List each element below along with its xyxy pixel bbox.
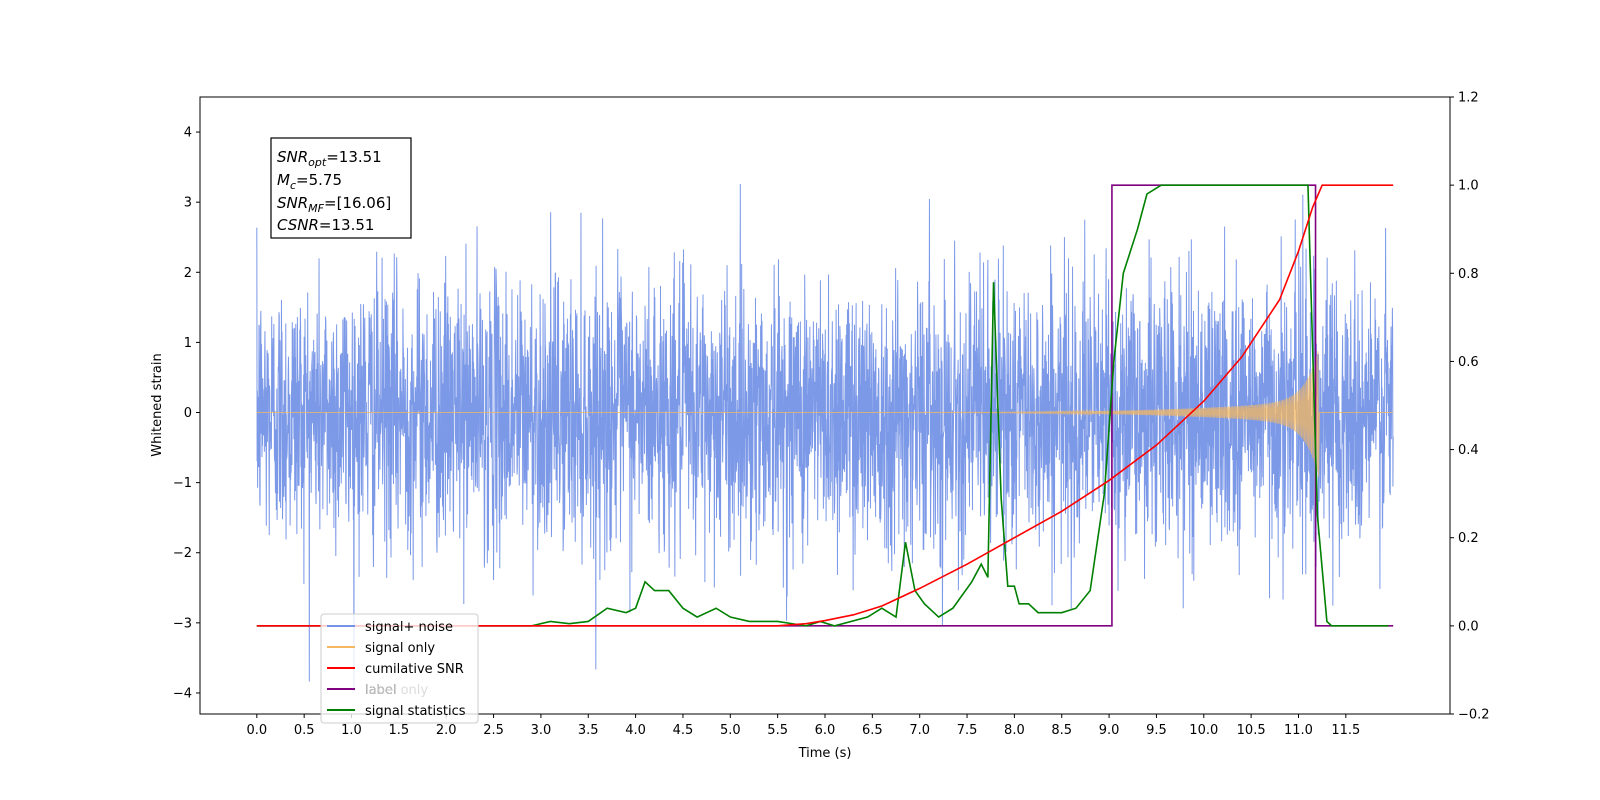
y2-axis-ticks: −0.2 0.0 0.2 0.4 0.6 0.8 1.0 1.2 [1450, 91, 1490, 723]
x-tick-label: 4.5 [673, 723, 694, 738]
x-tick-label: 5.0 [720, 723, 741, 738]
y2-tick-label: 0.6 [1458, 355, 1479, 370]
series-signal-only-line [256, 351, 1394, 477]
legend-label-signal-noise: signal+ noise [365, 620, 453, 635]
annotation-snr-mf: SNRMF=[16.06] [277, 194, 391, 215]
x-axis-label: Time (s) [798, 746, 852, 761]
y-tick-label: −4 [173, 686, 192, 701]
legend-label-signal-statistics: signal statistics [365, 704, 466, 719]
legend-box [320, 613, 479, 724]
x-tick-label: 2.0 [436, 723, 457, 738]
x-tick-label: 4.0 [625, 723, 646, 738]
legend-label-label-only: label only [365, 683, 428, 698]
x-tick-label: 9.5 [1146, 723, 1167, 738]
x-tick-label: 10.5 [1237, 723, 1266, 738]
y2-tick-label: 0.2 [1458, 531, 1479, 546]
annotation-csnr: CSNR=13.51 [277, 216, 374, 234]
x-tick-label: 1.5 [389, 723, 410, 738]
x-tick-label: 2.5 [483, 723, 504, 738]
snr-annotation: SNRopt=13.51 Mc=5.75 SNRMF=[16.06] CSNR=… [270, 137, 412, 239]
y-tick-label: 2 [184, 266, 192, 281]
y-tick-label: 0 [184, 406, 192, 421]
y2-tick-label: −0.2 [1458, 708, 1490, 723]
legend-label-signal-only: signal only [365, 641, 435, 656]
legend-label-cumulative-snr: cumilative SNR [365, 662, 464, 677]
x-tick-label: 8.0 [1004, 723, 1025, 738]
y2-tick-label: 1.0 [1458, 179, 1479, 194]
x-tick-label: 8.5 [1051, 723, 1072, 738]
y2-tick-label: 0.4 [1458, 443, 1479, 458]
x-tick-label: 11.5 [1331, 723, 1360, 738]
y-tick-label: 4 [184, 126, 192, 141]
y2-tick-label: 0.8 [1458, 267, 1479, 282]
x-tick-label: 0.0 [246, 723, 267, 738]
x-tick-label: 6.5 [862, 723, 883, 738]
y-axis-label: Whitened strain [150, 353, 165, 456]
x-tick-label: 11.0 [1284, 723, 1313, 738]
y-tick-label: 3 [184, 196, 192, 211]
annotation-box [270, 137, 412, 239]
y-tick-label: −3 [173, 616, 192, 631]
series-signal-statistics-line [256, 184, 1389, 627]
x-tick-label: 5.5 [767, 723, 788, 738]
y-axis-ticks: −4 −3 −2 −1 0 1 2 3 4 [173, 126, 200, 701]
y2-tick-label: 0.0 [1458, 619, 1479, 634]
x-tick-label: 3.5 [578, 723, 599, 738]
y-tick-label: 1 [184, 336, 192, 351]
y-tick-label: −1 [173, 476, 192, 491]
series-cumulative-snr-line [256, 184, 1394, 627]
legend-label-label: label [365, 683, 396, 698]
x-tick-label: 3.0 [531, 723, 552, 738]
legend: signal+ noise signal only cumilative SNR… [320, 613, 479, 724]
annotation-chirp-mass: Mc=5.75 [277, 171, 342, 192]
x-tick-label: 6.0 [815, 723, 836, 738]
x-tick-label: 7.5 [957, 723, 978, 738]
y-tick-label: −2 [173, 546, 192, 561]
x-tick-label: 0.5 [294, 723, 315, 738]
x-axis-ticks: 0.0 0.5 1.0 1.5 2.0 2.5 3.0 3.5 4.0 4.5 5.0 5.5 6.0 6… [246, 714, 1360, 738]
x-tick-label: 7.0 [909, 723, 930, 738]
annotation-snr-opt: SNRopt=13.51 [277, 148, 382, 169]
x-tick-label: 10.0 [1189, 723, 1218, 738]
x-tick-label: 9.0 [1099, 723, 1120, 738]
y2-tick-label: 1.2 [1458, 91, 1479, 106]
x-tick-label: 1.0 [341, 723, 362, 738]
